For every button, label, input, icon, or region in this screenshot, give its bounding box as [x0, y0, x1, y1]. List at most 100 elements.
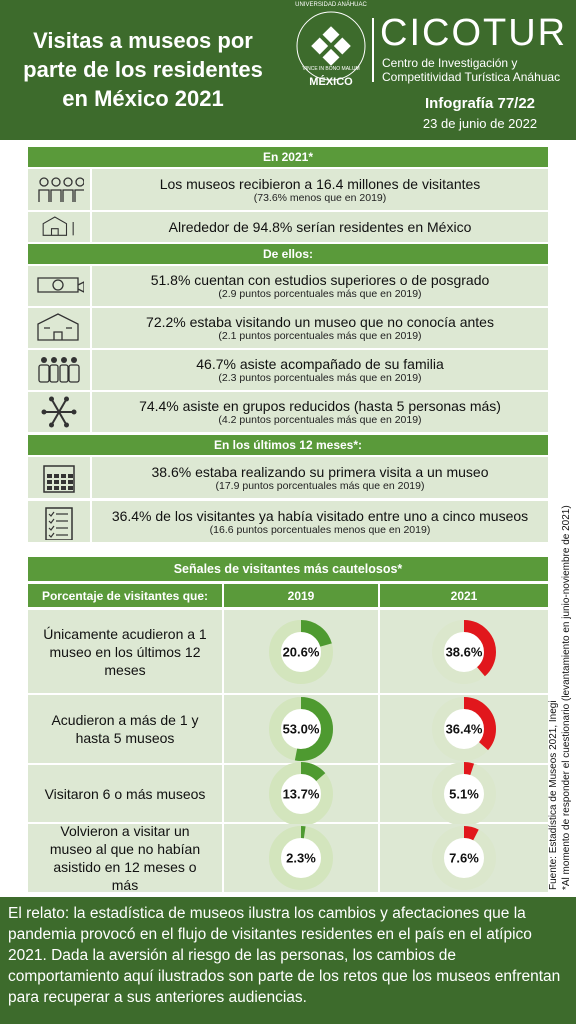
donut-arc	[432, 697, 496, 761]
donut-arc	[269, 697, 333, 761]
icon-part	[54, 485, 59, 490]
donut: 13.7%	[269, 761, 333, 826]
item-note: (16.6 puntos porcentuales menos que en 2…	[209, 523, 431, 536]
donut-arc	[432, 826, 496, 890]
icon-part	[48, 532, 55, 538]
row-label: Acudieron a más de 1 y hasta 5 museos	[51, 712, 199, 746]
date: 23 de junio de 2022	[422, 116, 538, 131]
section-heading: De ellos:	[28, 244, 548, 264]
row-label-cell: Volvieron a visitar un museo al que no h…	[28, 823, 222, 893]
item-cell: 72.2% estaba visitando un museo que no c…	[92, 308, 548, 348]
donut-hole	[275, 625, 327, 678]
infographic-number: Infografía 77/22	[424, 95, 536, 112]
item-text: 46.7% asiste acompañado de su familia	[196, 356, 444, 372]
donut-arc	[432, 761, 496, 826]
icon-part	[75, 176, 84, 187]
icon-part	[63, 176, 73, 187]
item-note: (2.9 puntos porcentuales más que en 2019…	[218, 288, 422, 300]
column-header: 2019	[224, 584, 378, 607]
divider	[372, 18, 374, 82]
table-title: Señales de visitantes más cautelosos*	[28, 557, 548, 581]
center-name: Centro de Investigación y Competitividad…	[382, 56, 561, 84]
row-label-cell: Acudieron a más de 1 y hasta 5 museos	[28, 695, 222, 763]
icon-part	[39, 176, 49, 187]
icon-part	[49, 364, 59, 383]
item-note: (17.9 puntos porcentuales más que en 201…	[215, 479, 425, 492]
icon	[38, 176, 84, 202]
icon-cell	[28, 457, 90, 498]
donut: 7.6%	[432, 826, 496, 890]
donut-cell: 5.1%	[380, 761, 548, 826]
icon-part	[47, 479, 52, 484]
footnote: *Al momento de responder el cuestionario…	[561, 505, 572, 890]
logo	[296, 11, 366, 81]
icon-part	[48, 518, 55, 524]
icon-part	[54, 473, 59, 478]
row-label-cell: Visitaron 6 o más museos	[28, 765, 222, 822]
donut: 36.4%	[432, 697, 496, 761]
donut: 38.6%	[432, 619, 496, 684]
icon-part	[43, 464, 75, 493]
donut-arc	[269, 826, 333, 890]
icon-part	[61, 473, 66, 478]
icon-part	[59, 364, 69, 383]
column-header: Porcentaje de visitantes que:	[28, 584, 222, 607]
icon	[37, 313, 79, 341]
icon	[43, 464, 75, 493]
icon-cell	[28, 212, 90, 242]
item-cell: 46.7% asiste acompañado de su familia (2.…	[92, 350, 548, 390]
donut-arc	[269, 761, 333, 826]
item-cell: Alrededor de 94.8% serían residentes en …	[92, 212, 548, 242]
item-text: 74.4% asiste en grupos reducidos (hasta …	[139, 398, 501, 414]
donut-label: 2.3%	[286, 850, 316, 865]
icon-part	[61, 479, 66, 484]
item-cell: Los museos recibieron a 16.4 millones de…	[92, 169, 548, 210]
item-cell: 74.4% asiste en grupos reducidos (hasta …	[92, 392, 548, 432]
donut-cell: 36.4%	[380, 695, 548, 763]
donut: 5.1%	[432, 761, 496, 826]
icon	[42, 216, 74, 236]
icon-part	[61, 485, 66, 490]
donut-hole	[438, 703, 490, 755]
icon-part	[37, 313, 79, 341]
donut-cell: 38.6%	[380, 610, 548, 693]
section-heading: En 2021*	[28, 147, 548, 167]
donut-label: 36.4%	[446, 721, 483, 736]
row-label: Únicamente acudieron a 1 museo en los úl…	[43, 625, 207, 678]
icon-part	[71, 357, 77, 363]
item-cell: 51.8% cuentan con estudios superiores o …	[92, 266, 548, 306]
icon-part	[51, 411, 60, 425]
icon-part	[58, 399, 67, 413]
donut-cell: 13.7%	[224, 761, 378, 826]
item-cell: 36.4% de los visitantes ya había visitad…	[92, 501, 548, 542]
icon-part	[54, 479, 59, 484]
icon-part	[51, 357, 57, 363]
story: El relato: la estadística de museos ilus…	[0, 897, 576, 1024]
donut-hole	[275, 832, 327, 884]
icon-cell	[28, 350, 90, 390]
icon-part	[64, 422, 69, 428]
item-text: 36.4% de los visitantes ya había visitad…	[111, 507, 529, 524]
donut-label: 7.6%	[449, 850, 479, 865]
donut-hole	[275, 767, 327, 820]
icon-part	[42, 216, 68, 236]
donut-arc	[269, 619, 333, 684]
source-block: Fuente: Estadística de Museos 2021, Ineg…	[547, 440, 576, 890]
donut-hole	[438, 767, 490, 820]
donut-cell: 20.6%	[224, 610, 378, 693]
donut-label: 13.7%	[283, 786, 320, 801]
row-label-cell: Únicamente acudieron a 1 museo en los úl…	[28, 610, 222, 693]
icon-part	[45, 506, 73, 540]
icon-cell	[28, 308, 90, 348]
icon-part	[74, 188, 84, 202]
icon-part	[68, 485, 73, 490]
icon-part	[68, 473, 73, 478]
donut: 20.6%	[269, 619, 333, 684]
icon-cell	[28, 169, 90, 210]
city: MÉXICO	[309, 76, 353, 88]
icon-part	[47, 473, 52, 478]
source: Fuente: Estadística de Museos 2021, Ineg…	[548, 700, 559, 890]
header	[0, 0, 576, 140]
icon-part	[68, 479, 73, 484]
